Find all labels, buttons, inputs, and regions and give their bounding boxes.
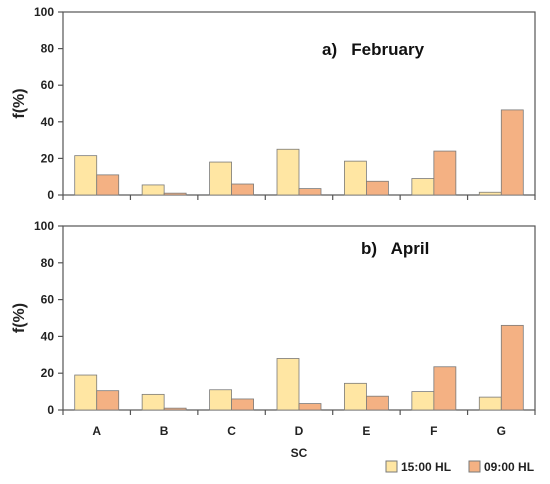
y-tick-label: 80 (41, 42, 55, 56)
bar-d-0900 (298, 188, 322, 196)
bar-d-0900 (298, 403, 322, 411)
bar-g-0900 (500, 109, 524, 196)
y-tick-label: 60 (41, 78, 55, 92)
y-tick-label: 20 (41, 366, 55, 380)
bar-f-0900 (433, 150, 457, 196)
bar-c-0900 (231, 183, 254, 196)
x-axis-label: SC (291, 446, 308, 460)
legend-label-0900: 09:00 HL (484, 460, 534, 474)
legend: 15:00 HL 09:00 HL (385, 460, 534, 474)
panel-title: a) February (322, 40, 425, 59)
bar-e-1500 (344, 382, 367, 411)
bar-b-1500 (141, 393, 165, 411)
x-category-label: F (430, 424, 437, 438)
panel-april: 0 20 40 60 80 100 f(%) b) April A B C D E F G (11, 219, 536, 438)
y-axis-label: f(%) (11, 303, 28, 333)
legend-swatch-0900 (468, 460, 481, 473)
bar-a-0900 (96, 174, 120, 196)
bar-g-0900 (500, 324, 524, 411)
bar-f-1500 (411, 391, 435, 411)
y-tick-label: 0 (47, 403, 54, 417)
bar-a-0900 (96, 390, 120, 411)
bar-c-0900 (231, 398, 254, 411)
bar-g-1500 (478, 396, 502, 411)
panel-february: 0 20 40 60 80 100 f(%) a) February (11, 5, 536, 202)
x-category-label: A (92, 424, 101, 438)
legend-swatch-1500 (385, 460, 398, 473)
y-tick-label: 100 (34, 5, 54, 19)
x-category-label: E (362, 424, 370, 438)
x-category-label: D (295, 424, 304, 438)
bar-e-0900 (366, 180, 389, 196)
x-category-label: G (497, 424, 506, 438)
bar-b-0900 (163, 192, 187, 196)
y-tick-label: 60 (41, 293, 55, 307)
bar-b-0900 (163, 407, 187, 411)
bar-f-1500 (411, 178, 435, 196)
y-tick-label: 0 (47, 188, 54, 202)
y-tick-label: 100 (34, 219, 54, 233)
y-axis-label: f(%) (11, 88, 28, 118)
y-tick-label: 40 (41, 115, 55, 129)
y-tick-label: 80 (41, 256, 55, 270)
y-tick-label: 20 (41, 151, 55, 165)
bar-f-0900 (433, 366, 457, 411)
bar-a-1500 (74, 155, 98, 196)
bar-c-1500 (209, 161, 232, 196)
bar-e-0900 (366, 395, 389, 411)
bar-d-1500 (276, 358, 300, 411)
bar-g-1500 (478, 191, 502, 196)
bar-e-1500 (344, 160, 367, 196)
bar-c-1500 (209, 389, 232, 411)
legend-label-1500: 15:00 HL (401, 460, 451, 474)
bar-d-1500 (276, 148, 300, 196)
bar-a-1500 (74, 374, 98, 411)
panel-title: b) April (361, 239, 429, 258)
x-category-label: C (227, 424, 236, 438)
bar-b-1500 (141, 184, 165, 196)
x-category-label: B (160, 424, 169, 438)
y-tick-label: 40 (41, 329, 55, 343)
